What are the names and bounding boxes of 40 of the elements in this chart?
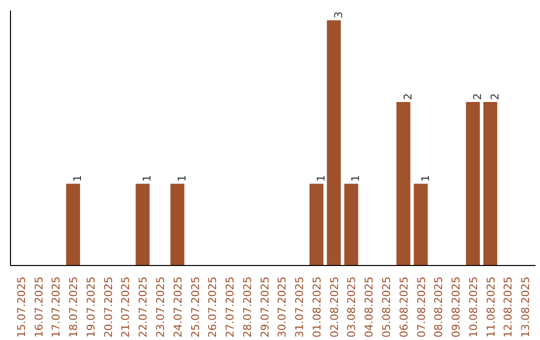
x-tick-label: 07.08.2025 [414, 276, 428, 338]
x-tick-label: 26.07.2025 [206, 276, 220, 338]
x-tick-label: 16.07.2025 [32, 276, 46, 338]
x-tick-label: 11.08.2025 [484, 276, 498, 338]
x-tick-label: 20.07.2025 [102, 276, 115, 338]
x-tick-label: 18.07.2025 [67, 276, 80, 338]
data-label: 2 [401, 93, 414, 100]
x-tick-label: 17.07.2025 [50, 276, 63, 338]
x-tick-label: 12.08.2025 [502, 276, 515, 338]
x-tick-label: 21.07.2025 [119, 276, 132, 338]
x-tick-label: 31.07.2025 [293, 276, 306, 338]
x-tick-label: 22.07.2025 [136, 276, 150, 338]
data-label: 2 [470, 93, 484, 100]
x-tick-label: 09.08.2025 [450, 276, 463, 338]
x-tick-label: 02.08.2025 [328, 276, 341, 338]
x-tick-label: 06.08.2025 [397, 276, 410, 338]
x-tick-label: 04.08.2025 [362, 276, 376, 338]
x-tick-label: 19.07.2025 [84, 276, 98, 338]
x-tick-label: 23.07.2025 [154, 276, 168, 338]
data-label: 3 [332, 12, 345, 18]
data-label: 2 [488, 93, 502, 100]
x-tick-label: 01.08.2025 [310, 276, 324, 338]
x-tick-label: 15.07.2025 [14, 276, 28, 338]
data-label: 1 [314, 174, 328, 182]
x-tick-label: 30.07.2025 [276, 276, 289, 338]
x-tick-label: 13.08.2025 [519, 276, 532, 338]
data-label: 1 [140, 174, 154, 182]
data-label: 1 [175, 174, 188, 182]
data-label: 1 [71, 174, 84, 182]
x-tick-label: 27.07.2025 [224, 276, 237, 338]
data-label: 1 [349, 174, 362, 182]
x-tick-label: 05.08.2025 [380, 276, 393, 338]
x-tick-label: 24.07.2025 [171, 276, 184, 338]
x-tick-label: 10.08.2025 [466, 276, 480, 338]
x-tick-label: 03.08.2025 [345, 276, 358, 338]
data-label: 1 [418, 174, 432, 182]
x-tick-label: 28.07.2025 [240, 276, 254, 338]
x-tick-label: 08.08.2025 [432, 276, 446, 338]
x-tick-label: 25.07.2025 [188, 276, 202, 338]
x-tick-label: 29.07.2025 [258, 276, 272, 338]
